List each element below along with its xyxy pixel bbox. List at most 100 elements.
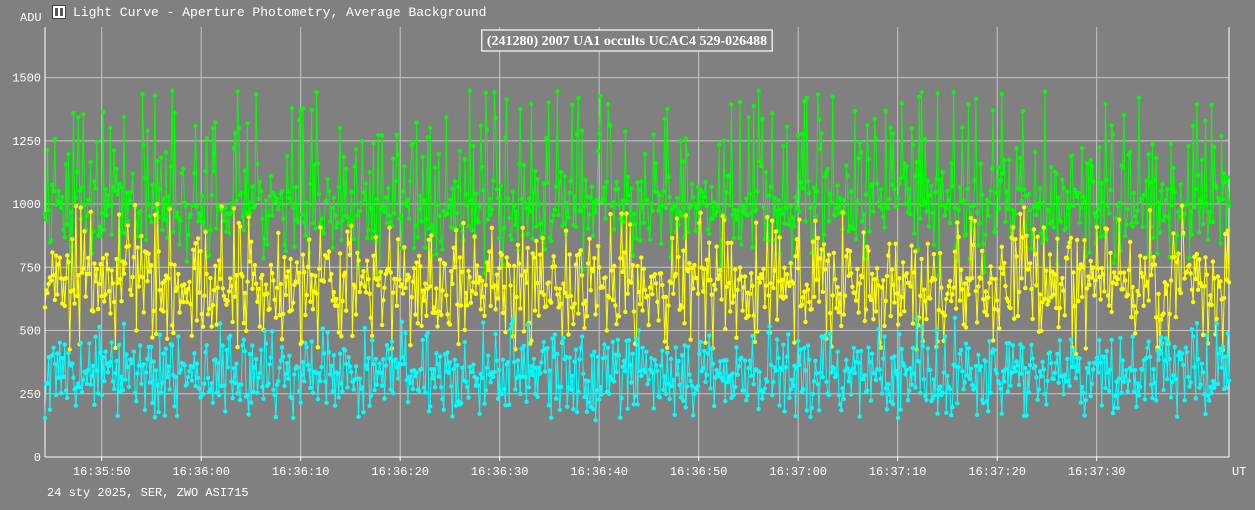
data-point [805,287,811,292]
data-point [370,338,375,343]
data-point [518,391,523,396]
data-point [1165,187,1170,192]
data-point [460,365,465,370]
data-point [97,324,102,330]
data-point [531,255,537,260]
data-point [483,283,488,288]
data-point [141,362,146,367]
data-point [1178,182,1184,187]
data-point [1039,374,1044,379]
data-point [1113,393,1118,399]
data-point [1033,364,1038,369]
data-point [607,295,612,300]
data-point [447,197,453,202]
data-point [937,384,943,389]
data-point [541,292,546,297]
data-point [418,193,423,199]
data-point [183,204,188,209]
data-point [635,402,640,407]
data-point [576,389,581,394]
data-point [1214,321,1219,326]
data-point [205,375,211,381]
data-point [1030,356,1035,361]
data-point [115,413,121,419]
data-point [824,379,829,384]
data-point [303,233,308,238]
data-point [291,415,296,421]
data-point [262,328,267,334]
data-point [1039,231,1044,236]
data-point [636,289,642,295]
data-point [1108,250,1113,256]
data-point [1186,374,1191,380]
data-point [866,345,871,350]
data-point [419,323,424,329]
data-point [956,207,961,212]
data-point [1137,253,1143,259]
data-point [203,350,208,355]
data-point [279,189,285,194]
data-point [907,187,912,192]
data-point [881,278,886,283]
data-point [365,258,370,263]
data-point [1081,390,1086,396]
data-point [998,178,1003,183]
data-point [870,181,875,187]
data-point [577,357,582,362]
data-point [436,151,441,157]
data-point [791,215,796,220]
data-point [645,197,650,203]
data-point [277,201,282,207]
data-point [853,298,859,303]
data-point [50,353,55,358]
data-point [239,190,244,195]
data-point [557,407,562,413]
data-point [816,299,822,304]
data-point [770,111,775,116]
data-point [374,382,380,387]
data-point [1050,219,1055,224]
data-point [229,284,234,289]
data-point [93,334,98,339]
data-point [123,377,128,382]
data-point [502,225,507,230]
data-point [578,248,583,253]
data-point [758,272,764,277]
data-point [861,376,866,382]
light-curve-app-icon[interactable] [52,5,66,19]
data-point [155,383,160,388]
data-point [466,395,471,400]
data-point [258,347,264,353]
data-point [1177,287,1182,292]
data-point [326,249,332,254]
data-point [686,230,691,235]
data-point [652,272,658,277]
data-point [199,193,204,199]
data-point [595,148,601,153]
data-point [419,219,424,224]
data-point [897,181,902,186]
data-point [873,377,879,383]
data-point [749,373,754,379]
data-point [447,322,453,327]
data-point [584,194,590,199]
data-point [186,232,191,237]
data-point [618,256,623,261]
data-point [470,369,475,375]
data-point [653,363,659,368]
data-point [270,271,275,276]
data-point [860,275,865,280]
data-point [1051,376,1056,382]
data-point [914,159,919,165]
data-point [818,256,823,261]
data-point [731,392,737,398]
data-point [861,212,866,217]
data-point [1066,205,1071,210]
data-point [681,159,686,164]
data-point [1100,272,1106,277]
data-point [1091,265,1096,270]
data-point [1016,382,1022,388]
data-point [204,343,209,348]
data-point [497,367,502,373]
data-point [579,128,585,133]
